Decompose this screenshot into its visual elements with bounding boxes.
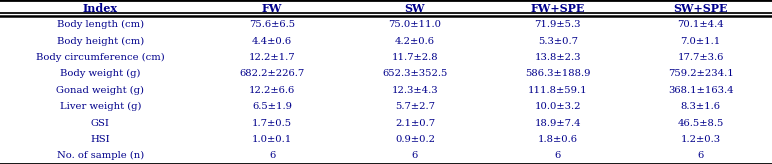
Text: Gonad weight (g): Gonad weight (g) (56, 86, 144, 95)
Text: Index: Index (83, 3, 118, 14)
Text: 111.8±59.1: 111.8±59.1 (528, 86, 587, 95)
Text: Body circumference (cm): Body circumference (cm) (36, 53, 164, 62)
Text: 7.0±1.1: 7.0±1.1 (680, 37, 721, 45)
Text: 18.9±7.4: 18.9±7.4 (534, 119, 581, 127)
Text: 4.2±0.6: 4.2±0.6 (395, 37, 435, 45)
Text: 5.7±2.7: 5.7±2.7 (395, 102, 435, 111)
Text: 70.1±4.4: 70.1±4.4 (677, 20, 724, 29)
Text: 17.7±3.6: 17.7±3.6 (677, 53, 724, 62)
Text: 1.0±0.1: 1.0±0.1 (252, 135, 293, 144)
Text: GSI: GSI (91, 119, 110, 127)
Text: Body height (cm): Body height (cm) (56, 36, 144, 46)
Text: 71.9±5.3: 71.9±5.3 (534, 20, 581, 29)
Text: HSI: HSI (90, 135, 110, 144)
Text: 1.8±0.6: 1.8±0.6 (538, 135, 577, 144)
Text: 46.5±8.5: 46.5±8.5 (677, 119, 724, 127)
Text: 1.7±0.5: 1.7±0.5 (252, 119, 292, 127)
Text: 11.7±2.8: 11.7±2.8 (391, 53, 438, 62)
Text: 12.3±4.3: 12.3±4.3 (391, 86, 438, 95)
Text: SW+SPE: SW+SPE (673, 3, 728, 14)
Text: 0.9±0.2: 0.9±0.2 (395, 135, 435, 144)
Text: 6: 6 (554, 151, 561, 160)
Text: 75.0±11.0: 75.0±11.0 (388, 20, 442, 29)
Text: 13.8±2.3: 13.8±2.3 (534, 53, 581, 62)
Text: SW: SW (405, 3, 425, 14)
Text: FW+SPE: FW+SPE (530, 3, 585, 14)
Text: 12.2±1.7: 12.2±1.7 (249, 53, 296, 62)
Text: 368.1±163.4: 368.1±163.4 (668, 86, 733, 95)
Text: 586.3±188.9: 586.3±188.9 (525, 69, 591, 78)
Text: 1.2±0.3: 1.2±0.3 (681, 135, 720, 144)
Text: 759.2±234.1: 759.2±234.1 (668, 69, 733, 78)
Text: 6.5±1.9: 6.5±1.9 (252, 102, 292, 111)
Text: 10.0±3.2: 10.0±3.2 (534, 102, 581, 111)
Text: 6: 6 (411, 151, 418, 160)
Text: 6: 6 (269, 151, 276, 160)
Text: 682.2±226.7: 682.2±226.7 (239, 69, 305, 78)
Text: 5.3±0.7: 5.3±0.7 (538, 37, 577, 45)
Text: No. of sample (n): No. of sample (n) (56, 151, 144, 160)
Text: FW: FW (262, 3, 283, 14)
Text: 652.3±352.5: 652.3±352.5 (382, 69, 448, 78)
Text: 6: 6 (697, 151, 704, 160)
Text: Liver weight (g): Liver weight (g) (59, 102, 141, 111)
Text: 12.2±6.6: 12.2±6.6 (249, 86, 295, 95)
Text: Body length (cm): Body length (cm) (57, 20, 144, 29)
Text: 2.1±0.7: 2.1±0.7 (395, 119, 435, 127)
Text: Body weight (g): Body weight (g) (60, 69, 141, 78)
Text: 8.3±1.6: 8.3±1.6 (681, 102, 720, 111)
Text: 4.4±0.6: 4.4±0.6 (252, 37, 292, 45)
Text: 75.6±6.5: 75.6±6.5 (249, 20, 295, 29)
